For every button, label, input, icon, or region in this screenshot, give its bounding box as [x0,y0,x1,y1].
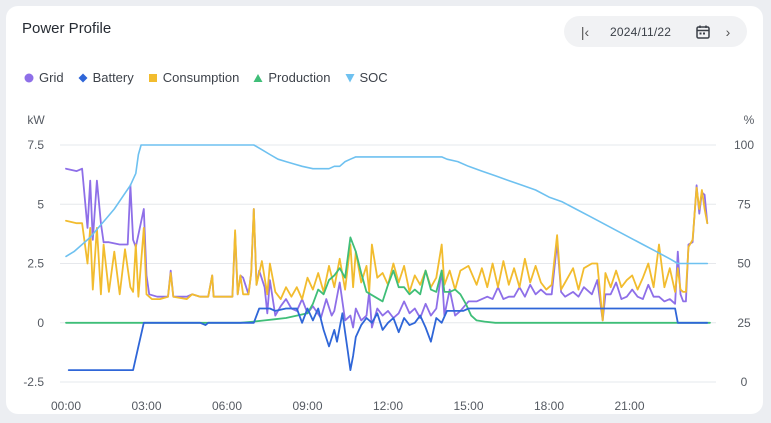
x-tick-label: 18:00 [534,399,564,413]
legend-label: Grid [39,70,64,85]
left-tick-label: 0 [37,316,44,330]
right-tick-label: 100 [734,138,754,152]
circle-marker-icon [24,73,34,82]
left-tick-label: -2.5 [23,375,44,389]
x-tick-label: 03:00 [131,399,161,413]
right-axis-unit: % [744,113,755,127]
selected-date[interactable]: 2024/11/22 [610,24,672,39]
left-tick-label: 2.5 [27,257,44,271]
x-tick-label: 15:00 [453,399,483,413]
series-consumption-line [65,186,709,322]
date-picker[interactable]: |‹ 2024/11/22 › [564,16,747,47]
x-tick-label: 21:00 [614,399,644,413]
right-tick-label: 25 [737,316,751,330]
legend-item-production[interactable]: Production [253,70,331,85]
legend-item-grid[interactable]: Grid [24,70,64,85]
left-axis-unit: kW [27,113,45,127]
pin-marker-icon [345,73,355,82]
right-tick-label: 50 [737,257,751,271]
calendar-icon[interactable] [695,24,711,40]
legend-label: Production [268,70,331,85]
legend-item-battery[interactable]: Battery [78,70,134,85]
series-soc-line [65,144,709,265]
x-tick-label: 06:00 [212,399,242,413]
left-tick-label: 5 [37,197,44,211]
legend-item-soc[interactable]: SOC [345,70,388,85]
page-title: Power Profile [22,20,112,37]
chevron-right-icon[interactable]: › [725,23,731,40]
x-tick-label: 09:00 [292,399,322,413]
legend-label: Battery [92,70,134,85]
x-tick-label: 12:00 [373,399,403,413]
legend-item-consumption[interactable]: Consumption [148,70,240,85]
right-tick-label: 0 [741,375,748,389]
x-tick-label: 00:00 [51,399,81,413]
triangle-marker-icon [253,73,263,82]
series-grid-line [65,167,709,329]
square-marker-icon [148,73,157,82]
legend-label: SOC [359,70,388,85]
left-tick-label: 7.5 [27,138,44,152]
right-tick-label: 75 [737,197,751,211]
legend-label: Consumption [162,70,240,85]
chart-legend: Grid Battery Consumption Production SOC [24,70,388,85]
chevron-left-bar-icon[interactable]: |‹ [580,23,590,40]
diamond-marker-icon [78,73,88,82]
series-battery-line [67,307,709,372]
